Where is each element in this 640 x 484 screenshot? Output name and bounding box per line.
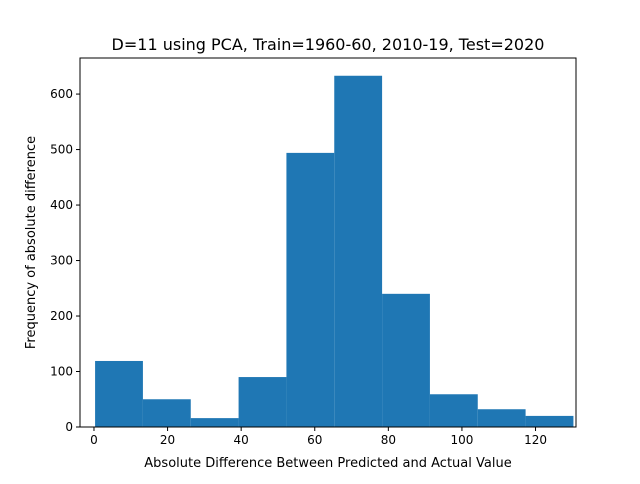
y-tick-label: 100 (50, 365, 73, 379)
histogram-bar (334, 75, 383, 427)
x-tick-label: 0 (90, 433, 98, 447)
x-tick-label: 120 (524, 433, 547, 447)
chart-title: D=11 using PCA, Train=1960-60, 2010-19, … (112, 35, 545, 54)
histogram-bar (429, 394, 478, 427)
y-tick-label: 600 (50, 87, 73, 101)
y-axis-label: Frequency of absolute difference (24, 136, 39, 349)
y-tick-label: 200 (50, 309, 73, 323)
x-axis: 0 20 40 60 80 100 120 (90, 427, 547, 447)
histogram-bar (142, 399, 191, 427)
histogram-bar (190, 418, 239, 427)
y-tick-label: 0 (65, 420, 73, 434)
x-tick-label: 40 (234, 433, 249, 447)
y-axis: 0 100 200 300 400 500 600 (50, 87, 80, 434)
histogram-bar (525, 415, 574, 427)
x-tick-label: 100 (450, 433, 473, 447)
histogram-bar (477, 409, 526, 427)
histogram-bar (238, 377, 287, 427)
y-tick-label: 400 (50, 198, 73, 212)
histogram-bar (286, 152, 335, 427)
y-tick-label: 300 (50, 254, 73, 268)
bars-group (95, 75, 574, 427)
histogram-bar (382, 293, 430, 427)
x-tick-label: 60 (307, 433, 322, 447)
x-tick-label: 80 (381, 433, 396, 447)
x-tick-label: 20 (160, 433, 175, 447)
plot-frame (79, 57, 577, 428)
histogram-bar (95, 360, 143, 427)
y-tick-label: 500 (50, 143, 73, 157)
x-axis-label: Absolute Difference Between Predicted an… (144, 456, 511, 471)
